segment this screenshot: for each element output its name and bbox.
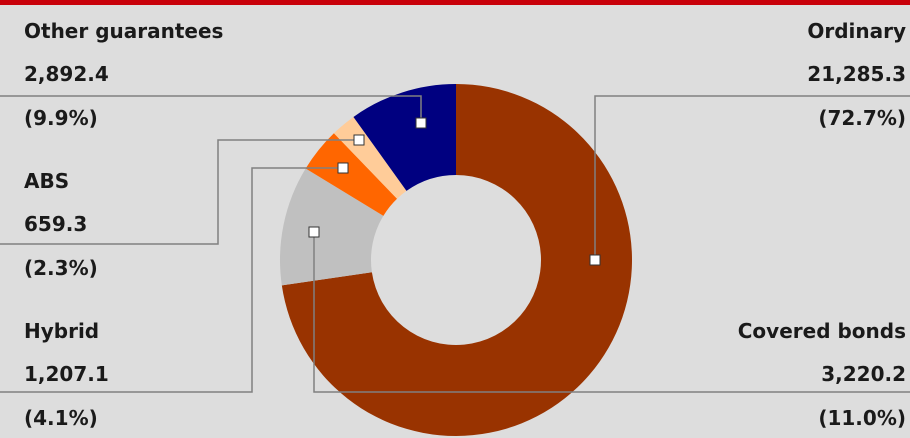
label-other-guarantees-name: Other guarantees (24, 19, 224, 43)
label-ordinary-percent: (72.7%) (818, 106, 906, 130)
label-hybrid-name: Hybrid (24, 319, 100, 343)
leader-line-abs (0, 139, 359, 245)
label-other-guarantees-percent: (9.9%) (24, 106, 98, 130)
label-ordinary-name: Ordinary (807, 19, 906, 43)
leader-line-ordinary (594, 95, 910, 260)
leader-marker-hybrid (337, 162, 349, 174)
leader-marker-covered-bonds (308, 226, 320, 238)
leader-line-hybrid (0, 167, 343, 393)
donut-slice-ordinary (281, 84, 632, 436)
leader-marker-ordinary (589, 254, 601, 266)
leader-line-covered-bonds (313, 232, 910, 393)
label-abs-value: 659.3 (24, 212, 88, 236)
donut-slice-abs (333, 116, 407, 199)
leader-marker-other-guarantees (415, 117, 427, 129)
label-covered-bonds-name: Covered bonds (737, 319, 906, 343)
label-covered-bonds-value: 3,220.2 (821, 362, 906, 386)
label-hybrid-value: 1,207.1 (24, 362, 109, 386)
donut-slice-other-guarantees (353, 84, 456, 191)
label-abs-name: ABS (24, 169, 70, 193)
label-hybrid-percent: (4.1%) (24, 406, 98, 430)
top-accent-bar (0, 0, 910, 5)
label-covered-bonds-percent: (11.0%) (818, 406, 906, 430)
donut-slice-hybrid (305, 133, 398, 216)
label-other-guarantees-value: 2,892.4 (24, 62, 109, 86)
donut-slice-covered-bonds (280, 168, 384, 286)
leader-marker-abs (353, 134, 365, 146)
leader-line-other-guarantees (0, 95, 422, 123)
label-ordinary-value: 21,285.3 (807, 62, 906, 86)
label-abs-percent: (2.3%) (24, 256, 98, 280)
